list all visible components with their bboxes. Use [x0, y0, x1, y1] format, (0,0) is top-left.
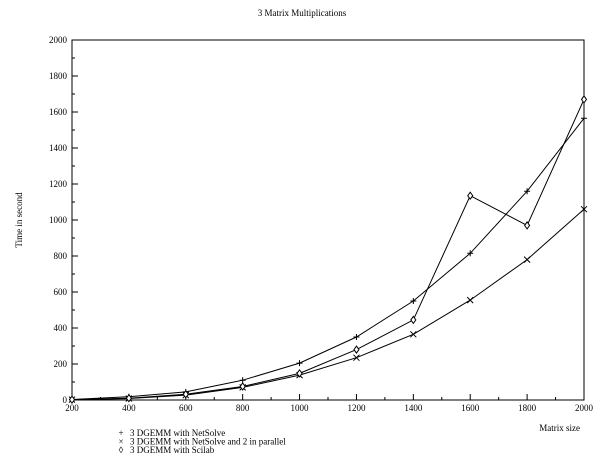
y-tick-label: 1800 [49, 71, 68, 81]
data-point-diamond [410, 315, 417, 325]
y-tick-label: 400 [54, 323, 68, 333]
y-tick-label: 2000 [49, 35, 68, 45]
data-point-diamond [353, 345, 360, 354]
legend-label: 3 DGEMM with NetSolve and 2 in parallel [130, 437, 286, 447]
chart-title: 3 Matrix Multiplications [258, 8, 347, 18]
plot-frame [71, 39, 585, 401]
y-tick-label: 0 [63, 395, 68, 405]
data-point-diamond [580, 95, 588, 104]
x-tick-label: 1800 [518, 403, 537, 413]
y-tick-label: 200 [54, 359, 68, 369]
data-point-cross [353, 354, 360, 362]
y-tick-label: 800 [54, 251, 68, 261]
y-tick-label: 1200 [49, 179, 68, 189]
x-tick-label: 400 [122, 403, 136, 413]
data-point-plus [410, 298, 417, 304]
data-point-diamond [182, 389, 189, 399]
data-point-plus [353, 334, 360, 340]
data-point-diamond [68, 395, 76, 405]
data-point-diamond [125, 393, 133, 403]
data-point-plus [296, 360, 303, 367]
series-line-cross [71, 208, 585, 401]
data-point-cross [523, 256, 531, 263]
data-point-diamond [296, 368, 303, 378]
series-line-diamond [71, 99, 585, 401]
series-line-plus [71, 117, 585, 400]
x-tick-label: 800 [236, 403, 250, 413]
data-point-cross [409, 330, 417, 338]
x-tick-label: 1200 [347, 403, 366, 413]
legend-label: 3 DGEMM with NetSolve [130, 428, 225, 438]
data-point-plus [581, 115, 587, 122]
y-tick-label: 1600 [49, 107, 68, 117]
legend-label: 3 DGEMM with Scilab [130, 445, 215, 455]
data-point-cross [580, 205, 588, 213]
data-point-diamond [467, 191, 474, 201]
x-tick-label: 1000 [291, 403, 310, 413]
data-point-plus [524, 188, 531, 195]
x-tick-label: 1600 [461, 403, 480, 413]
x-tick-label: 2000 [575, 403, 594, 413]
y-tick-label: 1400 [49, 143, 68, 153]
legend-marker-cross: × [118, 437, 123, 447]
axis-ticks: 200 400 600 800 1000 1200 1400 1600 1800 20000200… [49, 35, 594, 413]
series-lines [71, 99, 585, 401]
x-tick-label: 1400 [404, 403, 423, 413]
x-axis-label: Matrix size [539, 423, 580, 433]
data-point-diamond [523, 221, 531, 230]
y-tick-label: 1000 [49, 215, 68, 225]
data-point-plus [467, 250, 474, 257]
y-tick-label: 600 [54, 287, 68, 297]
data-point-diamond [239, 382, 246, 391]
series-markers [68, 95, 588, 405]
legend: +3 DGEMM with NetSolve × 3 DGEMM with NetS… [118, 428, 286, 455]
x-tick-label: 200 [65, 403, 79, 413]
data-point-cross [466, 296, 474, 304]
x-tick-label: 600 [179, 403, 193, 413]
y-axis-label: Time in second [14, 192, 24, 248]
legend-marker-plus: + [118, 428, 123, 438]
legend-marker-diamond: ◊ [119, 445, 124, 455]
